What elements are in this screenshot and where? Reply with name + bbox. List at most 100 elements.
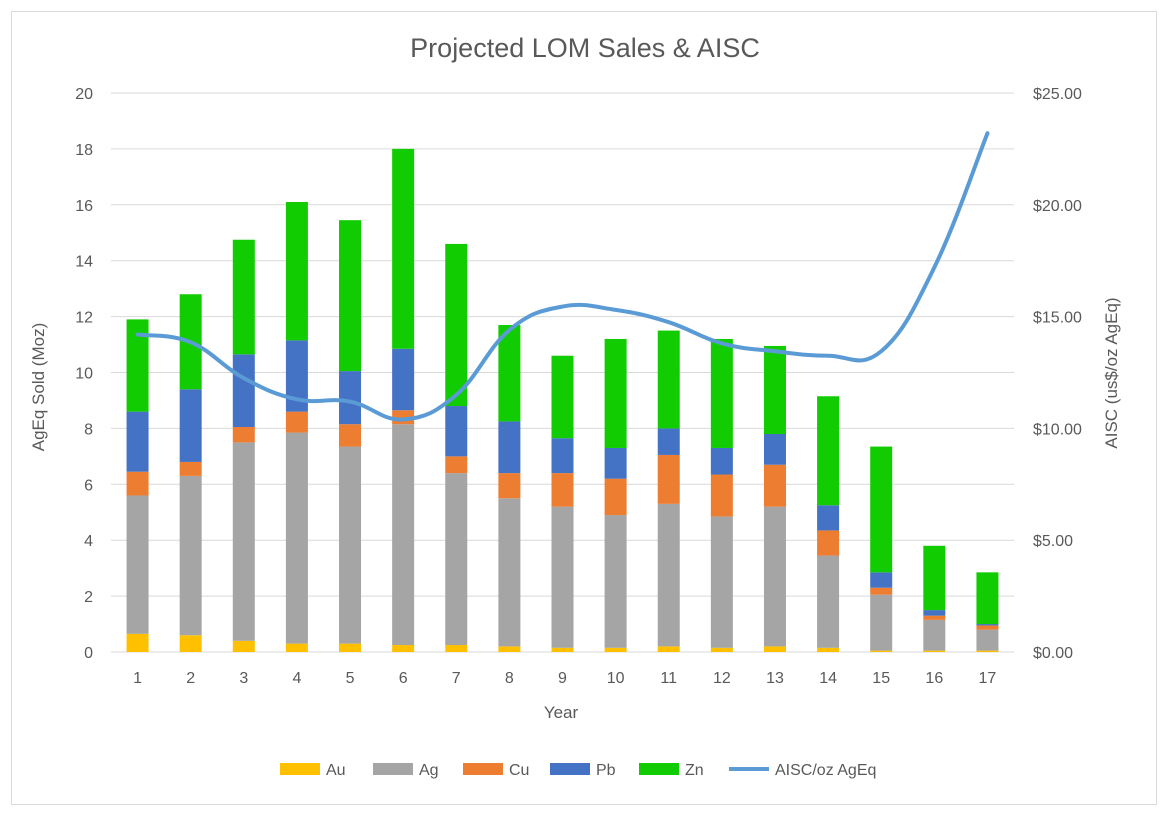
- y-tick-label: 8: [84, 421, 93, 438]
- y-axis-ticks: 0 2 4 6 8 10 12 14 16 18 20: [75, 86, 93, 662]
- bar-cu-year-3: [232, 427, 255, 443]
- bar-pb-year-3: [232, 354, 255, 428]
- aisc-line-layer: [135, 131, 990, 422]
- bar-zn-year-10: [604, 338, 627, 448]
- bar-ag-year-2: [179, 475, 202, 636]
- bar-au-year-13: [763, 646, 786, 652]
- x-tick-label: 14: [819, 670, 837, 687]
- bar-ag-year-6: [392, 424, 415, 646]
- y2-tick-label: $0.00: [1033, 645, 1073, 662]
- legend: Au Ag Cu Pb Zn AISC/oz AgEq: [280, 762, 876, 779]
- bar-pb-year-17: [976, 624, 999, 626]
- bar-cu-year-7: [445, 456, 468, 474]
- bar-au-year-14: [817, 647, 840, 652]
- bar-au-year-4: [285, 643, 308, 652]
- legend-swatch-ag: [373, 763, 413, 775]
- bar-cu-year-1: [126, 471, 149, 496]
- bar-au-year-2: [179, 635, 202, 652]
- bar-au-year-7: [445, 645, 468, 652]
- bar-au-year-5: [339, 643, 362, 652]
- bar-cu-year-4: [285, 411, 308, 433]
- x-tick-label: 11: [660, 670, 677, 687]
- bar-cu-year-16: [923, 615, 946, 620]
- x-tick-label: 12: [713, 670, 731, 687]
- y-tick-label: 20: [75, 86, 93, 103]
- bar-zn-year-8: [498, 324, 521, 422]
- y-axis-title: AgEq Sold (Moz): [29, 323, 48, 452]
- y-tick-label: 6: [84, 477, 93, 494]
- y2-axis-title: AISC (us$/oz AgEq): [1102, 297, 1121, 448]
- bars: [126, 148, 999, 652]
- bar-zn-year-16: [923, 545, 946, 611]
- y-tick-label: 10: [75, 366, 93, 383]
- bar-ag-year-1: [126, 495, 149, 634]
- y2-tick-label: $5.00: [1033, 533, 1073, 550]
- bar-zn-year-14: [817, 396, 840, 506]
- bar-ag-year-7: [445, 473, 468, 646]
- bar-zn-year-9: [551, 355, 574, 439]
- x-tick-label: 10: [607, 670, 625, 687]
- bar-zn-year-5: [339, 220, 362, 372]
- bar-au-year-12: [710, 647, 733, 652]
- x-tick-label: 16: [925, 670, 943, 687]
- legend-label: Cu: [509, 762, 529, 779]
- bar-au-year-10: [604, 647, 627, 652]
- bar-ag-year-3: [232, 442, 255, 641]
- bar-zn-year-11: [657, 330, 680, 429]
- x-tick-label: 4: [292, 670, 301, 687]
- y2-tick-label: $25.00: [1033, 86, 1082, 103]
- x-tick-label: 3: [239, 670, 248, 687]
- bar-ag-year-17: [976, 629, 999, 651]
- bar-pb-year-1: [126, 411, 149, 472]
- bar-pb-year-11: [657, 428, 680, 455]
- x-tick-label: 8: [505, 670, 514, 687]
- bar-cu-year-12: [710, 474, 733, 517]
- legend-label: AISC/oz AgEq: [775, 762, 876, 779]
- legend-label: Pb: [596, 762, 616, 779]
- bar-zn-year-4: [285, 202, 308, 341]
- bar-cu-year-2: [179, 461, 202, 476]
- bar-pb-year-12: [710, 447, 733, 475]
- bar-pb-year-16: [923, 610, 946, 616]
- x-tick-label: 1: [133, 670, 142, 687]
- bar-au-year-8: [498, 646, 521, 652]
- bar-au-year-11: [657, 646, 680, 652]
- legend-swatch-zn: [639, 763, 679, 775]
- bar-cu-year-15: [870, 587, 893, 595]
- x-tick-label: 7: [452, 670, 461, 687]
- bar-pb-year-5: [339, 371, 362, 425]
- legend-swatch-pb: [550, 763, 590, 775]
- bar-zn-year-15: [870, 446, 893, 573]
- bar-ag-year-15: [870, 594, 893, 651]
- bar-ag-year-8: [498, 498, 521, 647]
- bar-pb-year-8: [498, 421, 521, 474]
- bar-zn-year-17: [976, 572, 999, 625]
- bar-cu-year-17: [976, 625, 999, 630]
- y-tick-label: 16: [75, 198, 93, 215]
- legend-swatch-au: [280, 763, 320, 775]
- bar-au-year-1: [126, 633, 149, 652]
- bar-pb-year-7: [445, 406, 468, 457]
- legend-label: Ag: [419, 762, 439, 779]
- y-tick-label: 2: [84, 589, 93, 606]
- y-tick-label: 0: [84, 645, 93, 662]
- bar-au-year-6: [392, 645, 415, 652]
- bar-pb-year-2: [179, 389, 202, 462]
- bar-cu-year-10: [604, 478, 627, 516]
- bar-ag-year-9: [551, 506, 574, 648]
- x-tick-label: 17: [979, 670, 997, 687]
- x-axis-title: Year: [544, 703, 579, 722]
- bar-pb-year-10: [604, 447, 627, 479]
- y-tick-label: 14: [75, 254, 93, 271]
- bar-ag-year-13: [763, 506, 786, 647]
- bar-pb-year-6: [392, 348, 415, 411]
- chart-svg: Projected LOM Sales & AISC 0246810121416…: [29, 33, 1121, 779]
- y2-tick-label: $10.00: [1033, 421, 1082, 438]
- x-tick-label: 5: [346, 670, 355, 687]
- bar-ag-year-14: [817, 555, 840, 648]
- bar-zn-year-7: [445, 243, 468, 407]
- bar-pb-year-4: [285, 340, 308, 412]
- legend-label: Au: [326, 762, 346, 779]
- bar-ag-year-5: [339, 446, 362, 644]
- bar-pb-year-14: [817, 505, 840, 531]
